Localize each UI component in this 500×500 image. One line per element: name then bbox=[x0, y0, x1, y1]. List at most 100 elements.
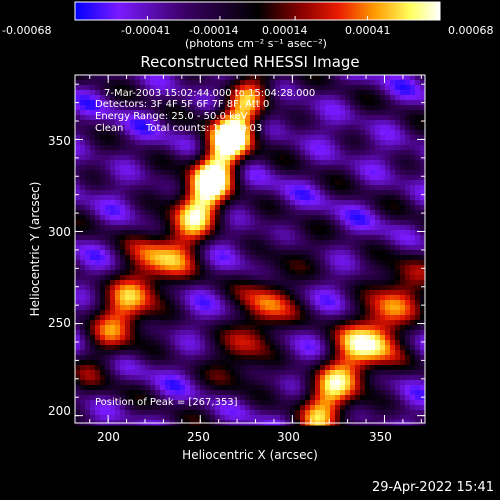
heatmap-cell bbox=[410, 245, 416, 251]
heatmap-cell bbox=[305, 205, 311, 211]
heatmap-cell bbox=[370, 245, 376, 251]
heatmap-cell bbox=[340, 245, 346, 251]
heatmap-cell bbox=[80, 180, 86, 186]
heatmap-cell bbox=[315, 265, 321, 271]
heatmap-cell bbox=[145, 80, 151, 86]
heatmap-cell bbox=[235, 80, 241, 86]
heatmap-cell bbox=[405, 135, 411, 141]
heatmap-cell bbox=[185, 270, 191, 276]
heatmap-cell bbox=[415, 270, 421, 276]
heatmap-cell bbox=[390, 115, 396, 121]
heatmap-cell bbox=[320, 290, 326, 296]
heatmap-cell bbox=[375, 110, 381, 116]
heatmap-cell bbox=[250, 290, 256, 296]
heatmap-cell bbox=[370, 140, 376, 146]
heatmap-cell bbox=[245, 315, 251, 321]
heatmap-cell bbox=[265, 260, 271, 266]
heatmap-cell bbox=[105, 200, 111, 206]
heatmap-cell bbox=[290, 170, 296, 176]
heatmap-cell bbox=[285, 255, 291, 261]
heatmap-cell bbox=[330, 390, 336, 396]
heatmap-cell bbox=[95, 270, 101, 276]
heatmap-cell bbox=[215, 90, 221, 96]
heatmap-cell bbox=[230, 75, 236, 81]
heatmap-cell bbox=[75, 335, 81, 341]
heatmap-cell bbox=[360, 85, 366, 91]
heatmap-cell bbox=[265, 145, 271, 151]
heatmap-cell bbox=[335, 415, 341, 421]
heatmap-cell bbox=[165, 190, 171, 196]
heatmap-cell bbox=[325, 230, 331, 236]
heatmap-cell bbox=[380, 130, 386, 136]
heatmap-cell bbox=[170, 185, 176, 191]
heatmap-cell bbox=[240, 100, 246, 106]
heatmap-cell bbox=[230, 105, 236, 111]
heatmap-cell bbox=[115, 190, 121, 196]
heatmap-cell bbox=[365, 120, 371, 126]
heatmap-cell bbox=[205, 155, 211, 161]
heatmap-cell bbox=[400, 325, 406, 331]
heatmap-cell bbox=[135, 255, 141, 261]
heatmap-cell bbox=[365, 90, 371, 96]
heatmap-cell bbox=[180, 90, 186, 96]
heatmap-cell bbox=[75, 110, 81, 116]
heatmap-cell bbox=[190, 255, 196, 261]
heatmap-cell bbox=[355, 400, 361, 406]
heatmap-cell bbox=[400, 380, 406, 386]
heatmap-cell bbox=[360, 330, 366, 336]
heatmap-cell bbox=[195, 230, 201, 236]
heatmap-cell bbox=[120, 355, 126, 361]
heatmap-cell bbox=[370, 335, 376, 341]
heatmap-cell bbox=[320, 175, 326, 181]
heatmap-cell bbox=[240, 305, 246, 311]
heatmap-cell bbox=[345, 335, 351, 341]
heatmap-cell bbox=[160, 415, 166, 421]
heatmap-cell bbox=[75, 310, 81, 316]
heatmap-cell bbox=[315, 140, 321, 146]
heatmap-cell bbox=[80, 175, 86, 181]
heatmap-cell bbox=[80, 150, 86, 156]
heatmap-cell bbox=[420, 345, 426, 351]
heatmap-cell bbox=[410, 270, 416, 276]
heatmap-cell bbox=[175, 295, 181, 301]
heatmap-cell bbox=[210, 195, 216, 201]
heatmap-cell bbox=[175, 330, 181, 336]
heatmap-cell bbox=[180, 155, 186, 161]
heatmap-cell bbox=[240, 365, 246, 371]
heatmap-cell bbox=[225, 240, 231, 246]
heatmap-cell bbox=[250, 140, 256, 146]
heatmap-cell bbox=[365, 295, 371, 301]
heatmap-cell bbox=[275, 265, 281, 271]
heatmap-cell bbox=[135, 150, 141, 156]
image-pixels bbox=[75, 75, 426, 426]
heatmap-cell bbox=[350, 115, 356, 121]
heatmap-cell bbox=[150, 335, 156, 341]
heatmap-cell bbox=[360, 395, 366, 401]
heatmap-cell bbox=[305, 165, 311, 171]
heatmap-cell bbox=[225, 385, 231, 391]
heatmap-cell bbox=[230, 410, 236, 416]
heatmap-cell bbox=[400, 180, 406, 186]
heatmap-cell bbox=[250, 105, 256, 111]
heatmap-cell bbox=[120, 245, 126, 251]
heatmap-cell bbox=[85, 80, 91, 86]
heatmap-cell bbox=[90, 100, 96, 106]
heatmap-cell bbox=[325, 215, 331, 221]
heatmap-cell bbox=[305, 240, 311, 246]
heatmap-cell bbox=[210, 200, 216, 206]
heatmap-cell bbox=[320, 90, 326, 96]
heatmap-cell bbox=[290, 405, 296, 411]
heatmap-cell bbox=[305, 235, 311, 241]
heatmap-cell bbox=[200, 200, 206, 206]
heatmap-cell bbox=[305, 380, 311, 386]
heatmap-cell bbox=[75, 375, 81, 381]
heatmap-cell bbox=[360, 325, 366, 331]
heatmap-cell bbox=[420, 370, 426, 376]
heatmap-cell bbox=[100, 120, 106, 126]
heatmap-cell bbox=[290, 285, 296, 291]
heatmap-cell bbox=[150, 245, 156, 251]
heatmap-cell bbox=[420, 360, 426, 366]
heatmap-cell bbox=[365, 220, 371, 226]
heatmap-cell bbox=[230, 200, 236, 206]
heatmap-cell bbox=[270, 105, 276, 111]
